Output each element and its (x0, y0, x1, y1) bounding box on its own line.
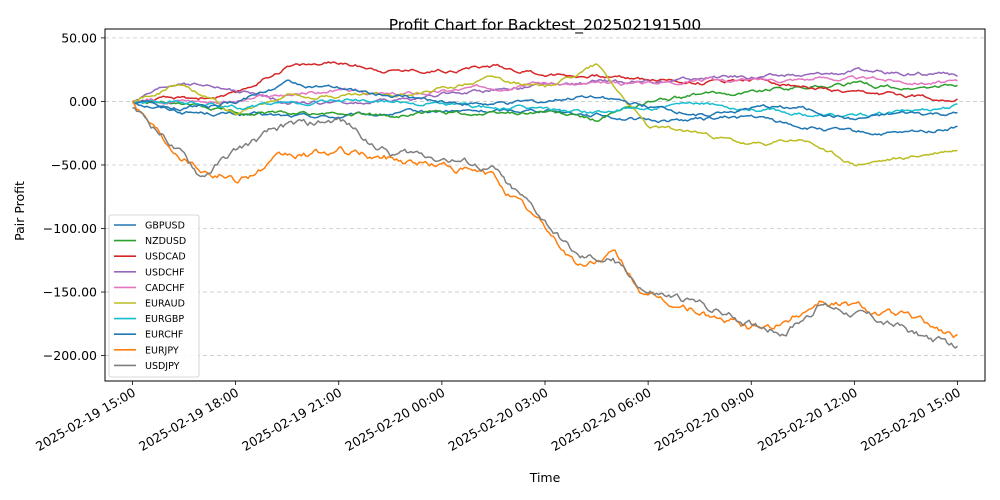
series-line-nzdusd (132, 80, 958, 122)
series-line-usdjpy (132, 107, 958, 349)
legend-entry: USDJPY (145, 361, 180, 372)
legend-entry: EURCHF (145, 330, 183, 341)
legend: GBPUSD NZDUSD USDCAD USDCHF CADCHF EURAUD EURG… (108, 214, 200, 378)
y-tick-label: 50.00 (61, 30, 97, 45)
x-tick-label: 2025-02-19 15:00 (33, 385, 138, 454)
y-tick-label: −150.00 (43, 285, 97, 300)
legend-entry: USDCAD (145, 252, 186, 263)
chart-title: Profit Chart for Backtest_202502191500 (389, 16, 702, 35)
series-line-euraud (132, 63, 958, 167)
series-line-cadchf (132, 74, 958, 105)
legend-entry: EURAUD (145, 299, 185, 310)
x-tick-label: 2025-02-20 15:00 (858, 385, 963, 454)
x-tick-label: 2025-02-20 06:00 (549, 385, 654, 454)
legend-entry: CADCHF (145, 283, 185, 294)
legend-entry: NZDUSD (145, 236, 186, 247)
x-tick-label: 2025-02-19 21:00 (239, 385, 344, 454)
x-tick-label: 2025-02-19 18:00 (136, 385, 241, 454)
legend-entry: GBPUSD (145, 221, 185, 232)
legend-entry: EURGBP (145, 314, 184, 325)
legend-entry: USDCHF (145, 267, 185, 278)
series-line-usdcad (132, 61, 958, 103)
y-tick-label: −50.00 (51, 157, 97, 172)
legend-entry: EURJPY (145, 345, 179, 356)
series-line-usdchf (132, 66, 958, 105)
y-tick-label: 0.00 (69, 94, 97, 109)
series-line-eurjpy (131, 101, 958, 339)
series-layer (131, 61, 958, 349)
series-line-eurchf (131, 79, 958, 121)
y-axis-label: Pair Profit (12, 181, 27, 241)
grid-layer (105, 37, 985, 356)
y-ticks: 50.00 0.00 −50.00 −100.00 −150.00 −200.00 (43, 30, 105, 363)
x-tick-label: 2025-02-20 09:00 (652, 385, 757, 454)
x-tick-label: 2025-02-20 00:00 (342, 385, 447, 454)
y-tick-label: −100.00 (43, 221, 97, 236)
x-tick-label: 2025-02-20 03:00 (445, 385, 550, 454)
series-line-gbpusd (132, 100, 958, 136)
x-tick-label: 2025-02-20 12:00 (755, 385, 860, 454)
y-tick-label: −200.00 (43, 348, 97, 363)
x-axis-label: Time (529, 470, 561, 485)
